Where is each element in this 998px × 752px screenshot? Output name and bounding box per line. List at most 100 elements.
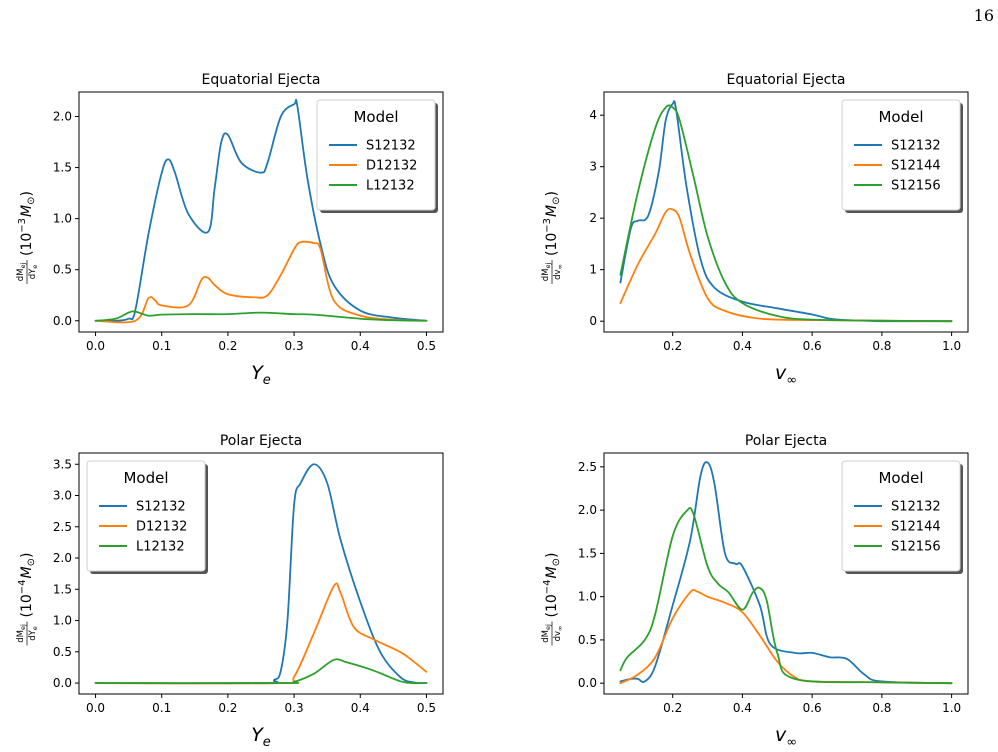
series-line-d12132: [94, 240, 428, 324]
y-label-denominator: dYe: [28, 265, 39, 280]
legend: Model S12132 S12144 S12156: [841, 460, 963, 574]
legend-title: Model: [878, 108, 923, 126]
y-label-denominator: dv∞: [553, 264, 564, 280]
legend: Model S12132 S12144 S12156: [841, 99, 963, 213]
x-tick-label: 0.3: [285, 701, 304, 715]
plot-frame: [603, 91, 969, 333]
legend-label-s12156: S12156: [891, 540, 941, 555]
x-tick-label: 0.4: [351, 339, 370, 353]
y-label-unit: (10−3M⊙): [542, 191, 562, 256]
series-line-s12132: [619, 461, 953, 685]
x-tick-label: 1.0: [942, 339, 961, 353]
plot-frame: [603, 452, 969, 695]
y-label-numerator: dMej: [541, 624, 552, 643]
y-tick-label: 3: [589, 160, 597, 174]
x-axis-label: Ye: [251, 362, 271, 388]
y-label-denominator: dv∞: [553, 626, 564, 642]
chart-panel-1: Equatorial Ejecta 0.0 0.1 0.2 0.3 0.4 0.5 0.0 0.…: [16, 72, 444, 388]
x-tick-label: 0.1: [152, 339, 171, 353]
y-tick-label: 1.5: [578, 546, 597, 560]
series-line-s12132: [619, 100, 953, 323]
plot-frame: [78, 91, 444, 333]
page-number: 16: [973, 6, 994, 25]
y-tick-label: 0.0: [53, 676, 72, 690]
y-tick-label: 0.5: [53, 263, 72, 277]
y-tick-label: 2.0: [53, 551, 72, 565]
legend-box: [841, 460, 961, 572]
legend-label-s12132: S12132: [136, 500, 186, 515]
y-tick-label: 0.0: [53, 314, 72, 328]
y-tick-label: 3.0: [53, 489, 72, 503]
y-tick-label: 0.5: [578, 633, 597, 647]
x-tick-label: 0.0: [86, 701, 105, 715]
series-line-s12156: [619, 104, 953, 323]
y-label-numerator: dMej: [16, 624, 27, 643]
legend-label-s12132: S12132: [891, 500, 941, 515]
series-line-l12132: [94, 310, 428, 322]
legend-title: Model: [878, 469, 923, 487]
y-tick-label: 0.5: [53, 645, 72, 659]
x-tick-label: 0.4: [351, 701, 370, 715]
series-line-s12132: [94, 98, 428, 322]
x-axis-label: v∞: [775, 724, 797, 750]
legend-label-s12144: S12144: [891, 520, 941, 535]
x-axis-label: v∞: [775, 362, 797, 388]
y-label-denominator: dYe: [28, 626, 39, 641]
x-tick-label: 0.3: [285, 339, 304, 353]
x-tick-label: 0.6: [803, 701, 822, 715]
legend-box: [316, 99, 436, 211]
series-line-d12132: [94, 582, 428, 685]
series-line-s12144: [619, 207, 953, 323]
legend-label-l12132: L12132: [136, 540, 185, 555]
chart-title: Equatorial Ejecta: [202, 72, 321, 88]
chart-panel-3: Polar Ejecta 0.0 0.1 0.2 0.3 0.4 0.5 0.0 0.5 1.0 1…: [16, 433, 444, 750]
legend-box: [841, 99, 961, 211]
y-tick-label: 1: [589, 263, 597, 277]
x-tick-label: 0.0: [86, 339, 105, 353]
series-line-s12156: [619, 506, 953, 685]
x-tick-label: 0.5: [417, 701, 436, 715]
y-label-unit: (10−3M⊙): [17, 191, 37, 256]
x-axis-label: Ye: [251, 724, 271, 750]
chart-title: Polar Ejecta: [220, 433, 302, 449]
y-tick-label: 3.5: [53, 457, 72, 471]
x-tick-label: 0.4: [733, 339, 752, 353]
legend-title: Model: [123, 469, 168, 487]
legend-box: [86, 460, 206, 572]
legend-label-s12144: S12144: [891, 159, 941, 174]
y-tick-label: 2.0: [578, 503, 597, 517]
y-tick-label: 1.0: [578, 590, 597, 604]
x-tick-label: 0.1: [152, 701, 171, 715]
y-tick-label: 1.5: [53, 582, 72, 596]
series-line-s12132: [94, 463, 428, 685]
y-label-numerator: dMej: [541, 263, 552, 282]
legend-label-s12132: S12132: [366, 139, 416, 154]
y-tick-label: 1.5: [53, 161, 72, 175]
chart-panel-2: Equatorial Ejecta 0.2 0.4 0.6 0.8 1.0 0 1 2 3 4 v∞ d…: [541, 72, 969, 388]
legend-label-l12132: L12132: [366, 179, 415, 194]
legend-label-s12132: S12132: [891, 139, 941, 154]
y-tick-label: 2.5: [53, 520, 72, 534]
plot-frame: [78, 452, 444, 695]
legend: Model S12132 D12132 L12132: [86, 460, 208, 574]
y-tick-label: 1.0: [53, 614, 72, 628]
x-tick-label: 0.2: [663, 339, 682, 353]
legend-title: Model: [353, 108, 398, 126]
x-tick-label: 0.6: [803, 339, 822, 353]
legend-label-d12132: D12132: [136, 520, 187, 535]
x-tick-label: 0.2: [218, 339, 237, 353]
chart-title: Polar Ejecta: [745, 433, 827, 449]
legend: Model S12132 D12132 L12132: [316, 99, 438, 213]
y-tick-label: 0.0: [578, 676, 597, 690]
series-line-l12132: [94, 658, 428, 685]
chart-panel-4: Polar Ejecta 0.2 0.4 0.6 0.8 1.0 0.0 0.5 1.0 1.5 2…: [541, 433, 969, 750]
y-tick-label: 1.0: [53, 212, 72, 226]
y-tick-label: 2.5: [578, 460, 597, 474]
x-tick-label: 0.8: [872, 701, 891, 715]
x-tick-label: 0.8: [872, 339, 891, 353]
